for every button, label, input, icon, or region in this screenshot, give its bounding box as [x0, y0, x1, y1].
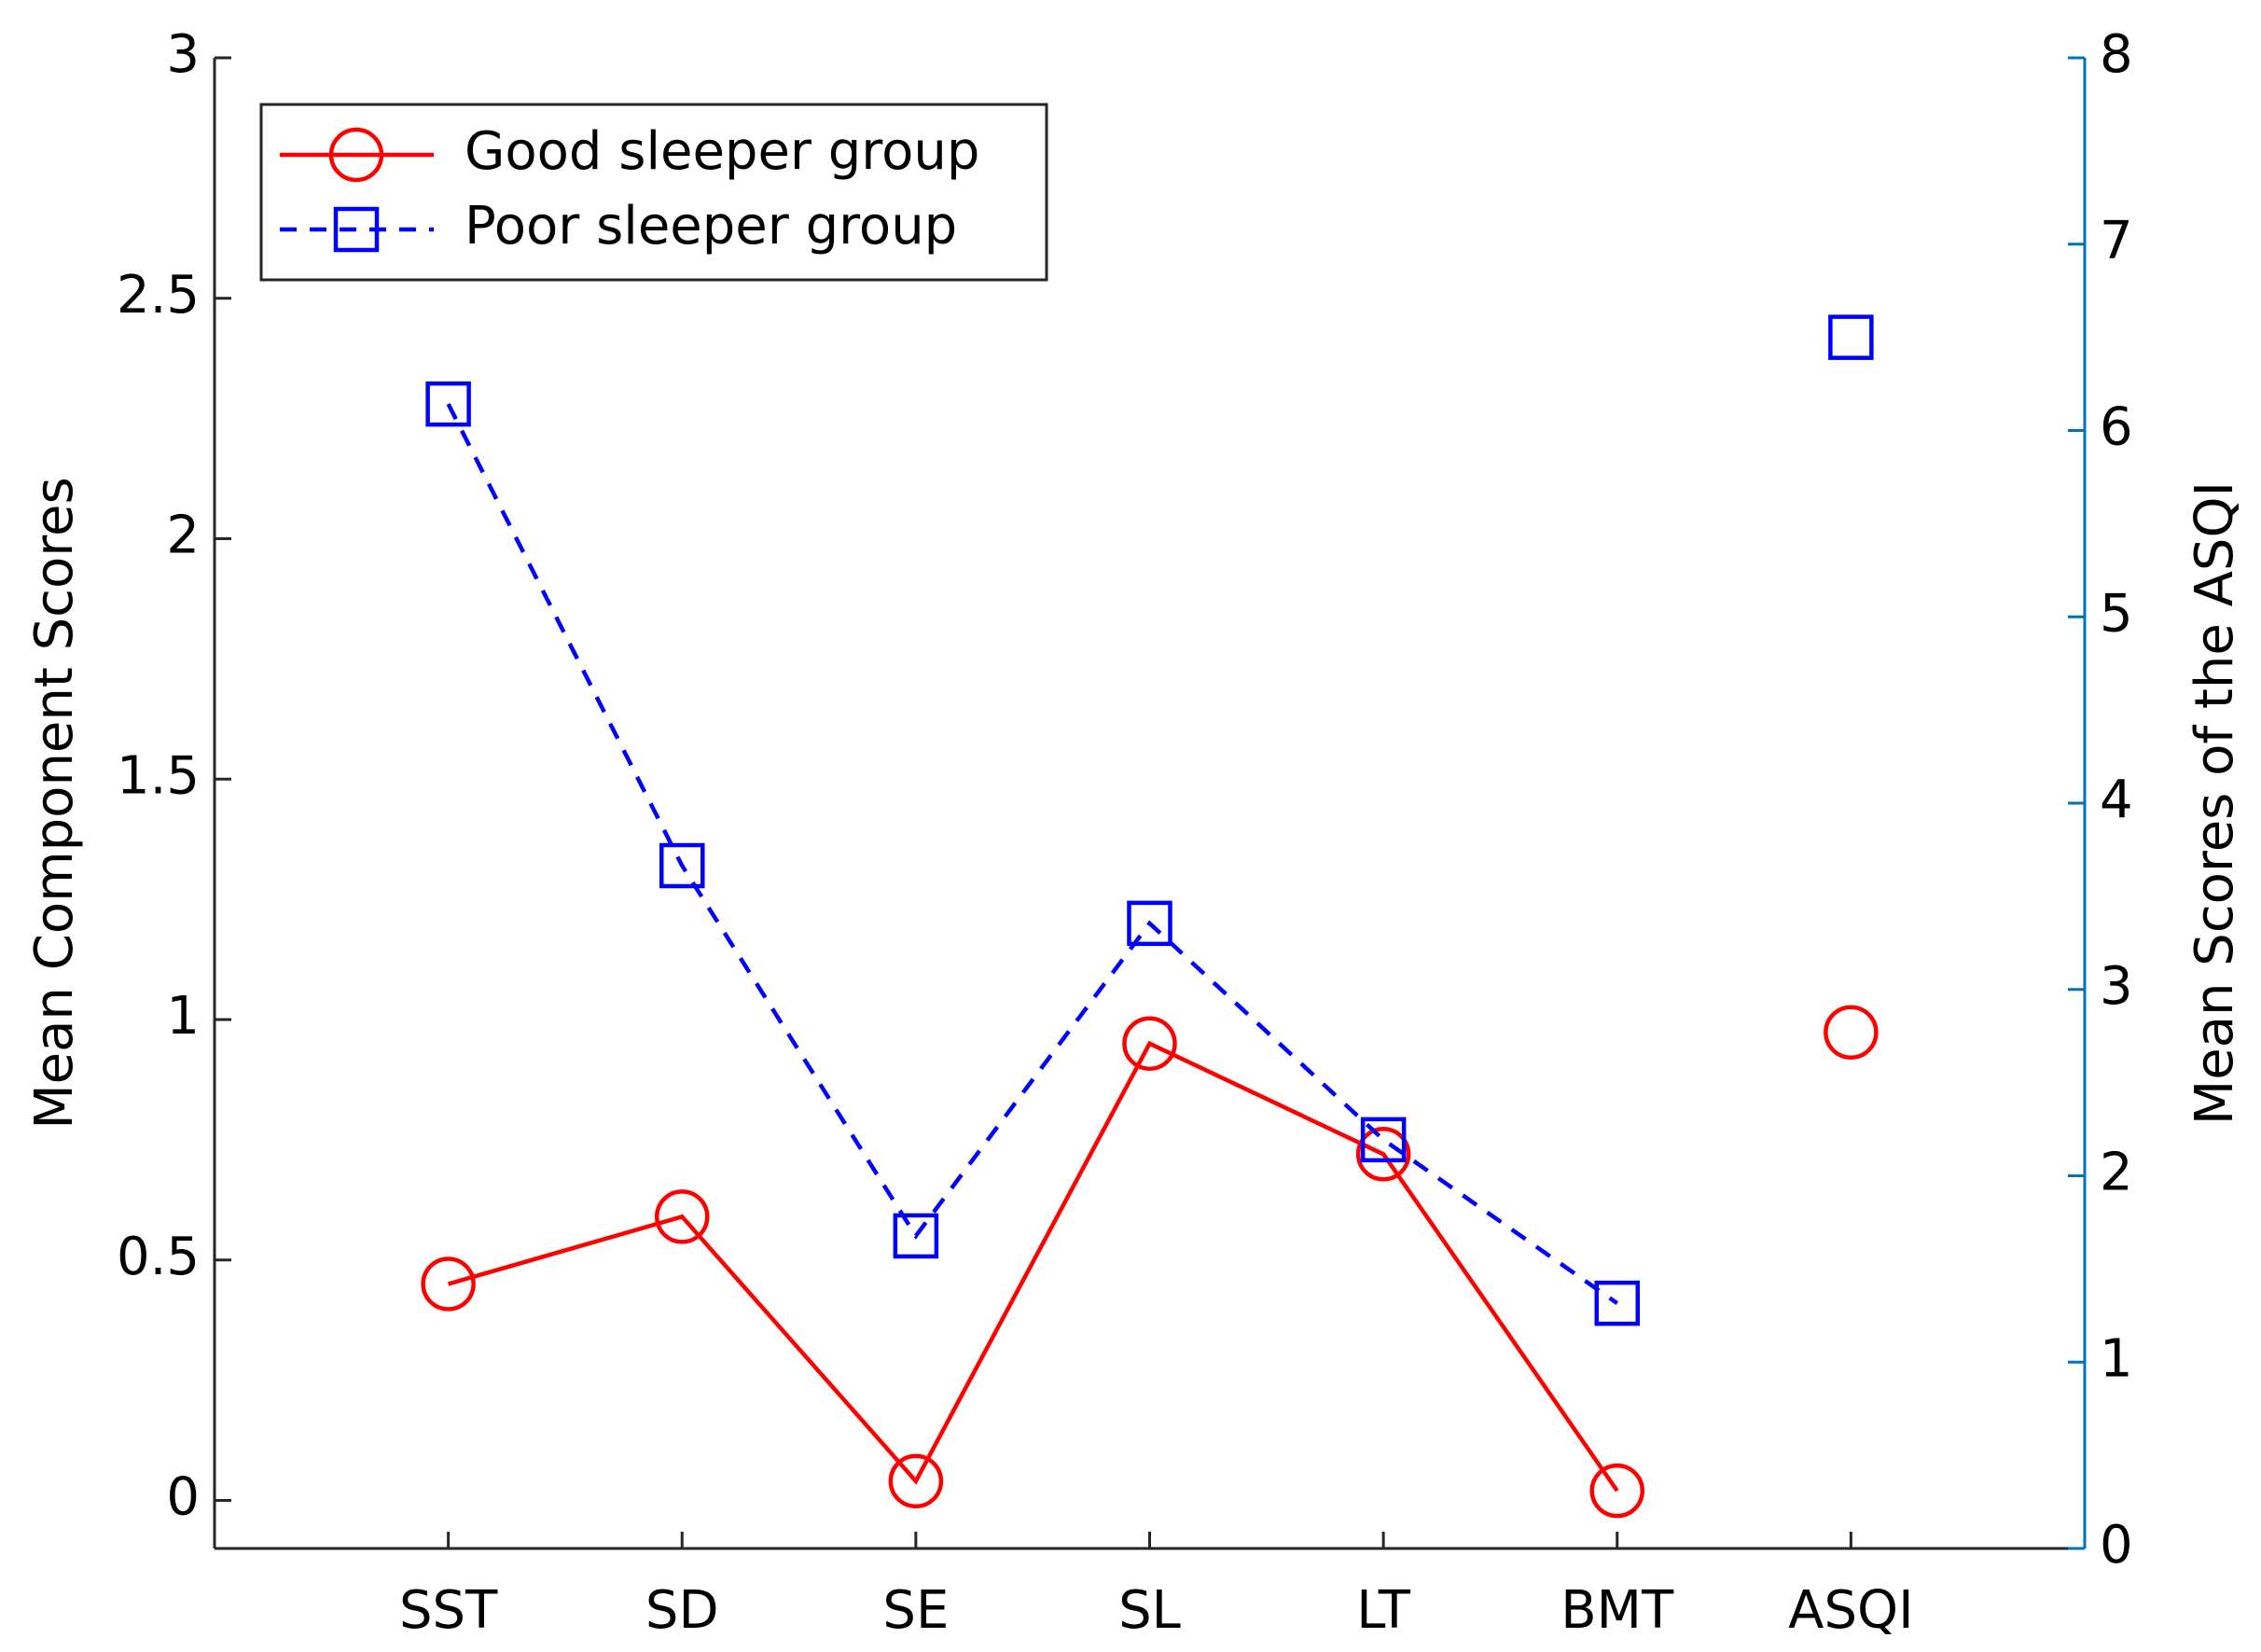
- y2-tick-label: 5: [2100, 583, 2133, 644]
- y2-tick-label: 0: [2100, 1515, 2133, 1576]
- y2-tick-label: 6: [2100, 397, 2133, 458]
- y-tick-label: 2: [166, 506, 200, 566]
- x-tick-label: LT: [1356, 1580, 1410, 1641]
- y2-axis-label: Mean Scores of the ASQI: [2185, 481, 2245, 1125]
- y-tick-label: 1: [166, 986, 200, 1047]
- y-tick-label: 3: [166, 24, 200, 85]
- marker: [1828, 314, 1874, 360]
- marker: [421, 1256, 476, 1312]
- x-tick-label: SE: [882, 1580, 949, 1641]
- y2-tick-label: 4: [2100, 770, 2133, 830]
- y2-tick-label: 7: [2100, 211, 2133, 271]
- marker: [328, 127, 384, 183]
- marker: [1594, 1280, 1640, 1326]
- y2-tick-label: 1: [2100, 1328, 2133, 1389]
- legend-box: [259, 103, 1048, 282]
- x-tick-label: SL: [1118, 1580, 1181, 1641]
- marker: [1122, 1016, 1177, 1071]
- marker: [1824, 1005, 1879, 1060]
- y-tick-label: 1.5: [117, 745, 200, 806]
- series-line: [446, 403, 1619, 1305]
- y-tick-label: 0: [166, 1467, 200, 1528]
- marker: [1355, 1127, 1411, 1182]
- y2-tick-label: 2: [2100, 1143, 2133, 1203]
- legend-label: Poor sleeper group: [465, 196, 957, 257]
- marker: [1127, 900, 1172, 947]
- y2-tick-label: 3: [2100, 956, 2133, 1017]
- marker: [888, 1453, 944, 1509]
- marker: [425, 381, 471, 427]
- x-tick-label: SD: [645, 1580, 719, 1641]
- marker: [1589, 1463, 1644, 1519]
- marker: [893, 1213, 939, 1259]
- marker: [655, 1189, 710, 1244]
- series-line: [448, 1040, 1619, 1492]
- y-tick-label: 0.5: [117, 1227, 200, 1287]
- x-tick-label: SST: [399, 1580, 498, 1641]
- legend-label: Good sleeper group: [465, 121, 979, 182]
- y-tick-label: 2.5: [117, 265, 200, 326]
- y-axis-label: Mean Component Scores: [24, 477, 85, 1129]
- marker: [659, 842, 705, 889]
- y2-tick-label: 8: [2100, 24, 2133, 85]
- marker: [1360, 1117, 1407, 1163]
- x-tick-label: BMT: [1561, 1580, 1674, 1641]
- x-tick-label: ASQI: [1788, 1580, 1913, 1641]
- marker: [333, 206, 380, 253]
